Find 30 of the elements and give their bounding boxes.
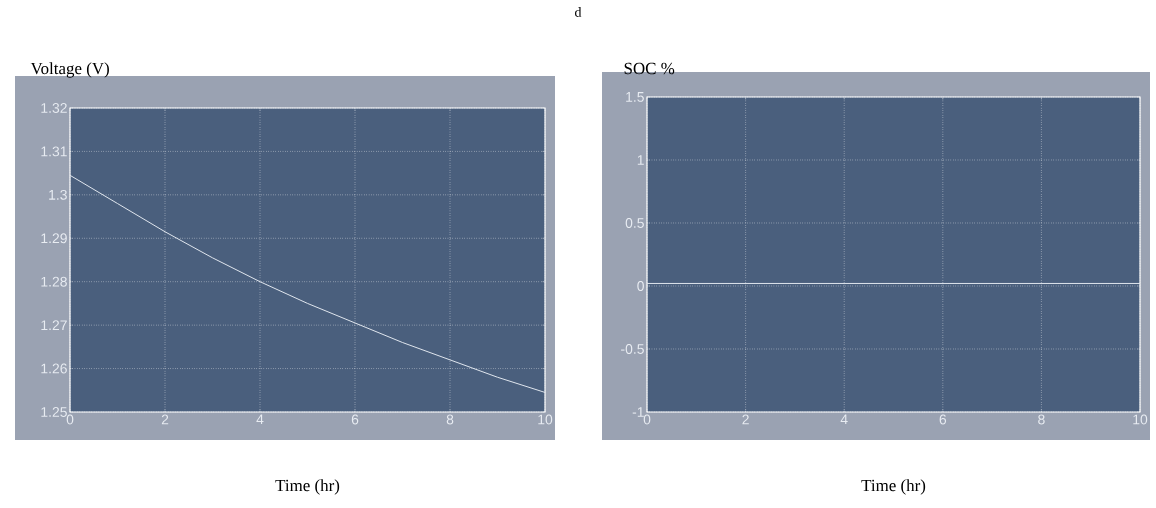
y-tick-label: 1.27: [41, 320, 67, 330]
y-tick-label: 1.3: [49, 189, 67, 200]
y-tick-label: 1.5: [626, 92, 644, 102]
y-tick-label: 1: [637, 155, 644, 165]
chart-title: Voltage (V): [30, 62, 109, 78]
x-tick-label: 4: [840, 414, 848, 425]
x-tick-label: 6: [939, 414, 947, 425]
x-tick-label: 2: [161, 414, 169, 425]
y-tick-label: 1.31: [41, 146, 67, 157]
x-tick-label: 0: [66, 414, 74, 425]
chart-title: SOC %: [624, 62, 675, 75]
x-tick-label: 2: [742, 414, 749, 425]
x-tick-label: 8: [446, 414, 454, 425]
y-tick-label: 1.29: [41, 233, 67, 244]
x-tick-label: 8: [1038, 414, 1045, 425]
text: d: [575, 7, 582, 17]
x-tick-label: 10: [538, 414, 553, 425]
x-tick-label: 6: [351, 414, 359, 425]
x-axis-title: Time (hr): [861, 479, 926, 495]
y-tick-label: -1: [632, 407, 644, 417]
y-tick-label: 1.26: [41, 363, 67, 374]
y-tick-label: -0.5: [621, 344, 644, 354]
y-tick-label: 1.25: [41, 407, 67, 417]
y-tick-label: 0.5: [625, 218, 644, 228]
y-tick-label: 1.32: [41, 103, 67, 113]
y-tick-label: 0: [637, 281, 644, 291]
x-tick-label: 10: [1133, 414, 1148, 425]
x-axis-title: Time (hr): [275, 479, 340, 495]
y-tick-label: 1.28: [41, 276, 67, 287]
x-tick-label: 4: [256, 414, 264, 425]
